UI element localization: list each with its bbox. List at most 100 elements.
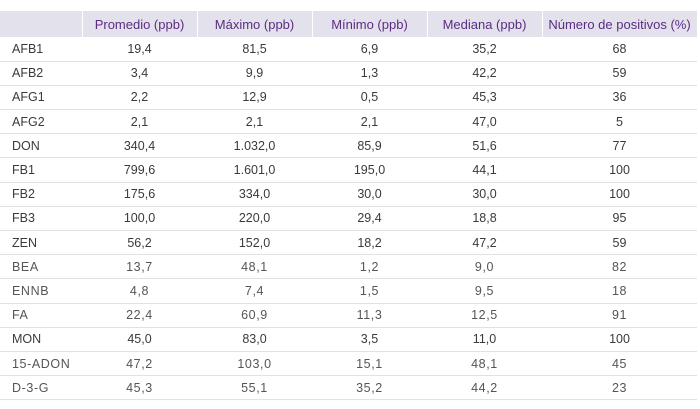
table-row: D-3-G 45,3 55,1 35,2 44,2 23 [0, 376, 697, 400]
table-cell-positivos: 100 [609, 332, 630, 347]
table-cell-maximo: 81,5 [242, 41, 267, 56]
header-cell-maximo: Máximo (ppb) [197, 11, 313, 37]
row-label-cell: AFG2 [12, 114, 45, 129]
table-cell-mediana: 12,5 [471, 308, 498, 323]
table-cell-maximo: 7,4 [244, 283, 265, 298]
header-cell-mediana: Mediana (ppb) [427, 11, 543, 37]
table-row: BEA 13,7 48,1 1,2 9,0 82 [0, 255, 697, 279]
table-cell-positivos: 95 [612, 211, 627, 226]
table-cell-maximo: 9,9 [245, 66, 264, 81]
header-cell-positivos: Número de positivos (%) [542, 11, 698, 37]
table-cell-mediana: 47,2 [472, 235, 497, 250]
table-row: AFG1 2,2 12,9 0,5 45,3 36 [0, 85, 697, 110]
table-row: FB3 100,0 220,0 29,4 18,8 95 [0, 206, 697, 231]
table-cell-minimo: 2,1 [360, 114, 379, 129]
row-label-cell: MON [12, 332, 42, 347]
table-row: FB2 175,6 334,0 30,0 30,0 100 [0, 182, 697, 207]
table-cell-positivos: 100 [609, 187, 630, 202]
table-cell-mediana: 35,2 [472, 41, 497, 56]
table-row: AFG2 2,1 2,1 2,1 47,0 5 [0, 110, 697, 134]
row-label-cell: AFB1 [12, 41, 44, 56]
table-cell-maximo: 55,1 [241, 380, 268, 395]
table-cell-mediana: 30,0 [472, 187, 497, 202]
row-label-cell: D-3-G [12, 380, 50, 395]
table-cell-maximo: 103,0 [237, 356, 272, 371]
table-cell-promedio: 100,0 [123, 211, 156, 226]
table-cell-mediana: 47,0 [472, 114, 497, 129]
table-cell-promedio: 45,3 [126, 380, 153, 395]
table-cell-minimo: 1,2 [359, 259, 380, 274]
row-label-cell: ENNB [12, 283, 50, 298]
row-label-cell: AFB2 [12, 66, 44, 81]
table-row: MON 45,0 83,0 3,5 11,0 100 [0, 327, 697, 352]
table-cell-minimo: 3,5 [360, 332, 379, 347]
table-cell-maximo: 48,1 [241, 259, 268, 274]
header-cell-minimo: Mínimo (ppb) [312, 11, 428, 37]
table-header: Promedio (ppb) Máximo (ppb) Mínimo (ppb)… [0, 11, 698, 37]
table-cell-mediana: 18,8 [472, 211, 497, 226]
table-row: ZEN 56,2 152,0 18,2 47,2 59 [0, 231, 697, 255]
table-cell-positivos: 77 [612, 138, 627, 153]
header-cell-promedio: Promedio (ppb) [82, 11, 198, 37]
table-cell-maximo: 60,9 [241, 308, 268, 323]
table-cell-minimo: 195,0 [353, 163, 386, 178]
table-cell-mediana: 9,0 [474, 259, 495, 274]
table-cell-promedio: 2,2 [130, 90, 149, 105]
row-label-cell: FB3 [12, 211, 35, 226]
table-cell-mediana: 48,1 [471, 356, 498, 371]
table-cell-minimo: 30,0 [357, 187, 382, 202]
mycotoxin-table: Promedio (ppb) Máximo (ppb) Mínimo (ppb)… [0, 11, 698, 400]
table-cell-positivos: 18 [611, 283, 628, 298]
row-label-cell: FA [12, 308, 29, 323]
table-cell-promedio: 56,2 [127, 235, 152, 250]
table-cell-minimo: 11,3 [356, 308, 383, 323]
table-cell-positivos: 100 [609, 163, 630, 178]
table-cell-positivos: 68 [612, 41, 627, 56]
table-row: FB1 799,6 1.601,0 195,0 44,1 100 [0, 158, 697, 183]
table-cell-positivos: 5 [616, 114, 623, 129]
table-cell-promedio: 3,4 [130, 66, 149, 81]
table-cell-maximo: 334,0 [238, 187, 271, 202]
table-cell-positivos: 91 [611, 308, 628, 323]
table-cell-minimo: 1,5 [359, 283, 380, 298]
row-label-cell: AFG1 [12, 90, 45, 105]
table-cell-maximo: 83,0 [242, 332, 267, 347]
table-cell-maximo: 220,0 [238, 211, 271, 226]
table-row: 15-ADON 47,2 103,0 15,1 48,1 45 [0, 351, 697, 376]
table-cell-minimo: 1,3 [360, 66, 379, 81]
row-label-cell: FB1 [12, 163, 35, 178]
table-row: ENNB 4,8 7,4 1,5 9,5 18 [0, 279, 697, 304]
table-cell-mediana: 44,1 [472, 163, 497, 178]
row-label-cell: BEA [12, 259, 39, 274]
table-cell-mediana: 51,6 [472, 138, 497, 153]
table-cell-mediana: 45,3 [472, 90, 497, 105]
table-cell-promedio: 22,4 [126, 308, 153, 323]
table-cell-positivos: 59 [612, 66, 627, 81]
table-cell-minimo: 18,2 [357, 235, 382, 250]
table-cell-positivos: 36 [612, 90, 627, 105]
row-label-cell: 15-ADON [12, 356, 71, 371]
table-cell-maximo: 1.601,0 [233, 163, 276, 178]
table-cell-promedio: 13,7 [126, 259, 153, 274]
header-cell-name [0, 11, 83, 37]
table-cell-promedio: 19,4 [127, 41, 152, 56]
table-cell-minimo: 85,9 [357, 138, 382, 153]
row-label-cell: DON [12, 138, 40, 153]
table-cell-maximo: 12,9 [242, 90, 267, 105]
table-cell-promedio: 175,6 [123, 187, 156, 202]
row-label-cell: ZEN [12, 235, 37, 250]
table-body: AFB1 19,4 81,5 6,9 35,2 68 AFB2 3,4 9,9 1,3 42,2 59… [0, 37, 697, 400]
table-cell-promedio: 45,0 [127, 332, 152, 347]
table-cell-positivos: 59 [612, 235, 627, 250]
table-cell-maximo: 2,1 [245, 114, 264, 129]
table-cell-promedio: 4,8 [129, 283, 150, 298]
table-row: DON 340,4 1.032,0 85,9 51,6 77 [0, 134, 697, 158]
table-cell-minimo: 15,1 [356, 356, 383, 371]
header-row: Promedio (ppb) Máximo (ppb) Mínimo (ppb)… [0, 11, 698, 37]
table-cell-positivos: 23 [611, 380, 628, 395]
table-cell-mediana: 9,5 [474, 283, 495, 298]
table-cell-promedio: 340,4 [123, 138, 156, 153]
table-cell-promedio: 2,1 [130, 114, 149, 129]
table-cell-promedio: 47,2 [126, 356, 153, 371]
table-cell-mediana: 11,0 [472, 332, 497, 347]
